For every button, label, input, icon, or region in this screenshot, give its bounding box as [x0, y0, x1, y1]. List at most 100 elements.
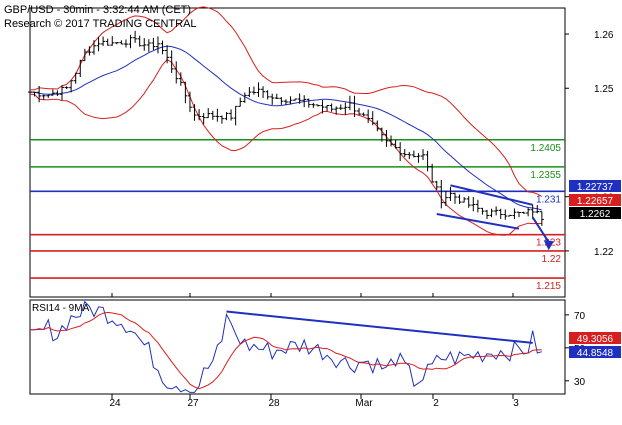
- rsi-tick-label-2: 30: [574, 377, 586, 388]
- price-bar: [201, 113, 206, 125]
- price-bar: [169, 50, 174, 74]
- level-label-4: 1.22: [542, 254, 562, 265]
- price-bar: [215, 108, 220, 122]
- price-bar: [274, 93, 279, 99]
- price-bar: [114, 42, 119, 45]
- price-bar: [133, 30, 138, 43]
- price-bar: [311, 102, 316, 108]
- price-bar: [82, 48, 87, 62]
- price-bar: [119, 40, 124, 45]
- price-bar: [261, 86, 266, 99]
- price-bar: [28, 91, 32, 93]
- price-bar: [123, 39, 128, 48]
- price-bar: [142, 38, 147, 51]
- price-bar: [178, 72, 183, 86]
- price-bar: [453, 192, 458, 204]
- price-bar: [59, 85, 64, 101]
- price-bar: [128, 34, 133, 49]
- price-bar: [338, 104, 343, 110]
- price-badge-2: [569, 207, 621, 219]
- price-bar: [352, 95, 357, 118]
- forecast-arrow-shaft: [531, 216, 550, 243]
- channel-lower-line: [436, 213, 520, 230]
- price-bar: [485, 209, 489, 220]
- price-bar: [55, 90, 60, 96]
- price-bar: [343, 102, 348, 115]
- price-bar: [41, 94, 46, 100]
- price-bar: [78, 59, 83, 78]
- price-bar: [32, 91, 37, 97]
- chart-credit: Research © 2017 TRADING CENTRAL: [4, 18, 197, 30]
- price-bar: [224, 112, 229, 121]
- rsi-trendline: [226, 310, 533, 344]
- rsi-plot-frame: [29, 299, 566, 395]
- y-tick-label-0: 1.26: [594, 30, 614, 41]
- price-bar: [283, 99, 288, 106]
- price-bar: [87, 46, 92, 56]
- price-bar: [411, 150, 416, 158]
- price-bar: [151, 37, 156, 51]
- level-label-0: 1.2405: [530, 143, 561, 154]
- price-bar: [96, 36, 101, 52]
- price-bar: [64, 86, 69, 89]
- price-bar: [206, 108, 211, 119]
- rsi-badge-1: [569, 346, 621, 358]
- price-bar: [297, 93, 302, 104]
- price-bar: [105, 38, 110, 46]
- price-bar: [46, 94, 51, 98]
- price-bar: [320, 100, 325, 114]
- price-bar: [233, 105, 238, 126]
- price-bar: [425, 150, 430, 172]
- price-bar: [416, 153, 421, 163]
- price-bar: [389, 135, 394, 147]
- price-bar: [101, 36, 106, 46]
- price-bar: [174, 61, 179, 84]
- price-bar: [407, 151, 412, 160]
- price-bar: [256, 82, 261, 98]
- x-tick-label-0: 24: [109, 398, 121, 409]
- price-bar: [146, 39, 151, 52]
- price-bar: [366, 109, 371, 123]
- price-bar: [251, 86, 256, 95]
- price-bar: [434, 180, 439, 190]
- rsi-badge-label-1: 44.8548: [577, 348, 614, 359]
- price-bar: [219, 115, 224, 124]
- price-bar: [421, 149, 426, 161]
- price-bar: [183, 81, 188, 104]
- price-bar: [439, 179, 444, 209]
- price-bar: [160, 40, 165, 55]
- price-bar: [370, 111, 375, 126]
- rsi-tick-label-0: 70: [574, 311, 586, 322]
- price-badge-label-0: 1.22737: [577, 182, 614, 193]
- price-bar: [325, 105, 330, 112]
- rsi-panel-title: RSI14 - 9MA: [32, 303, 90, 314]
- price-bar: [192, 104, 197, 121]
- price-bar: [457, 194, 462, 204]
- price-bar: [471, 197, 476, 212]
- rsi-signal-line: [30, 311, 542, 390]
- price-bar: [334, 106, 339, 115]
- price-bar: [466, 196, 471, 208]
- bollinger-lower-line: [29, 58, 542, 236]
- channel-upper-line: [450, 184, 533, 206]
- price-bar: [494, 206, 499, 216]
- level-label-1: 1.2355: [530, 170, 561, 181]
- x-tick-label-5: 3: [513, 398, 519, 409]
- price-bar: [357, 107, 362, 115]
- price-bar: [279, 97, 284, 105]
- price-bar: [247, 87, 252, 98]
- price-bar: [302, 95, 307, 108]
- price-bar: [475, 199, 480, 213]
- price-bar: [91, 40, 96, 55]
- moving-average-line: [29, 45, 542, 211]
- rsi-badge-0: [569, 332, 621, 344]
- price-bar: [393, 139, 398, 149]
- price-bar: [229, 109, 234, 121]
- price-bar: [516, 211, 521, 218]
- price-bar: [238, 97, 243, 107]
- forecast-arrow-head: [543, 240, 554, 251]
- price-bar: [507, 214, 512, 217]
- main-plot-frame: [29, 7, 566, 298]
- price-bar: [73, 72, 78, 84]
